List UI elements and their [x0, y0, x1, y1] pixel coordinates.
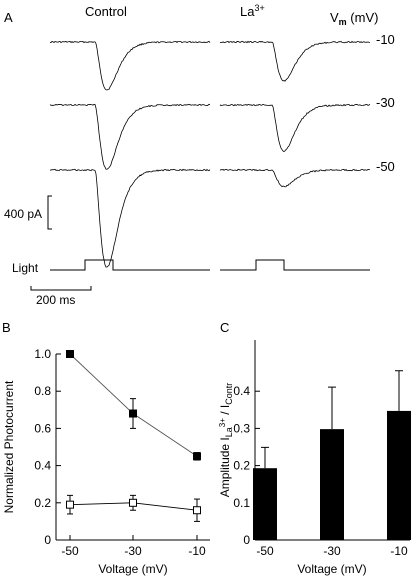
chart-b-point-open [193, 506, 201, 515]
chart-c-x-tick-label: -10 [390, 544, 408, 558]
control-trace-minus30 [49, 103, 211, 170]
chart-b-y-tick-label: 1.0 [34, 347, 51, 361]
current-traces [49, 40, 371, 268]
control-trace-minus10 [49, 40, 211, 91]
chart-b-x-ticks: -50 -30 -10 [61, 535, 206, 558]
chart-b-y-tick-label: 0.2 [34, 496, 51, 510]
light-step-lanthanum [220, 259, 370, 271]
chart-b-point-open [66, 500, 74, 509]
chart-c-bars [253, 370, 411, 540]
panel-b-letter: B [2, 320, 11, 335]
time-scale-bar [30, 286, 92, 291]
chart-b-x-label: Voltage (mV) [98, 562, 167, 576]
current-scale-bar [47, 195, 52, 230]
chart-b-point-filled [193, 452, 201, 461]
chart-c-y-ticks: 0 0.1 0.2 0.3 0.4 [233, 384, 260, 547]
vm-header: Vm (mV) [330, 10, 378, 27]
chart-c-bar [253, 468, 277, 540]
chart-b-series [66, 350, 201, 522]
chart-c-y-tick-label: 0.3 [233, 421, 250, 435]
lanthanum-trace-minus30 [219, 103, 371, 153]
chart-b-x-tick-label: -30 [124, 544, 142, 558]
chart-b-point-filled [66, 350, 74, 358]
chart-b-x-tick-label: -50 [61, 544, 79, 558]
panel-c-letter: C [220, 320, 229, 335]
chart-b-x-tick-label: -10 [188, 544, 206, 558]
chart-b-y-tick-label: 0.6 [34, 421, 51, 435]
chart-c-y-tick-label: 0.4 [233, 384, 250, 398]
lanthanum-trace-minus50 [219, 168, 371, 188]
light-step-control [50, 259, 210, 271]
time-scale-label: 200 ms [36, 293, 75, 307]
control-header: Control [85, 4, 127, 19]
chart-b-point-open [129, 498, 137, 507]
chart-c-y-tick-label: 0.1 [233, 496, 250, 510]
chart-c-bar [320, 429, 344, 540]
row-label-minus10: -10 [376, 32, 395, 47]
lanthanum-header: La3+ [240, 3, 265, 19]
chart-c-x-tick-label: -50 [256, 544, 274, 558]
control-trace-minus50 [49, 168, 211, 268]
chart-c-x-ticks: -50 -30 -10 [256, 544, 408, 558]
chart-c-y-tick-label: 0.2 [233, 459, 250, 473]
chart-b-y-tick-label: 0.4 [34, 459, 51, 473]
row-label-minus50: -50 [376, 159, 395, 174]
chart-c-x-tick-label: -30 [323, 544, 341, 558]
chart-b-y-tick-label: 0.8 [34, 384, 51, 398]
light-label: Light [12, 261, 39, 275]
chart-b-y-ticks: 0 0.2 0.4 0.6 0.8 1.0 [34, 347, 61, 547]
row-label-minus30: -30 [376, 95, 395, 110]
chart-b-y-label: Normalized Photocurrent [2, 380, 16, 513]
chart-c-x-label: Voltage (mV) [297, 562, 366, 576]
lanthanum-trace-minus10 [219, 40, 370, 82]
panel-a-letter: A [4, 10, 13, 25]
current-scale-label: 400 pA [4, 207, 42, 221]
chart-c-bar [387, 410, 411, 540]
chart-c-y-tick-label: 0 [243, 533, 250, 547]
chart-c-y-label: Amplitude ILa3+ / IContr [218, 383, 234, 498]
chart-b-point-filled [129, 409, 137, 418]
chart-b-y-tick-label: 0 [44, 533, 51, 547]
